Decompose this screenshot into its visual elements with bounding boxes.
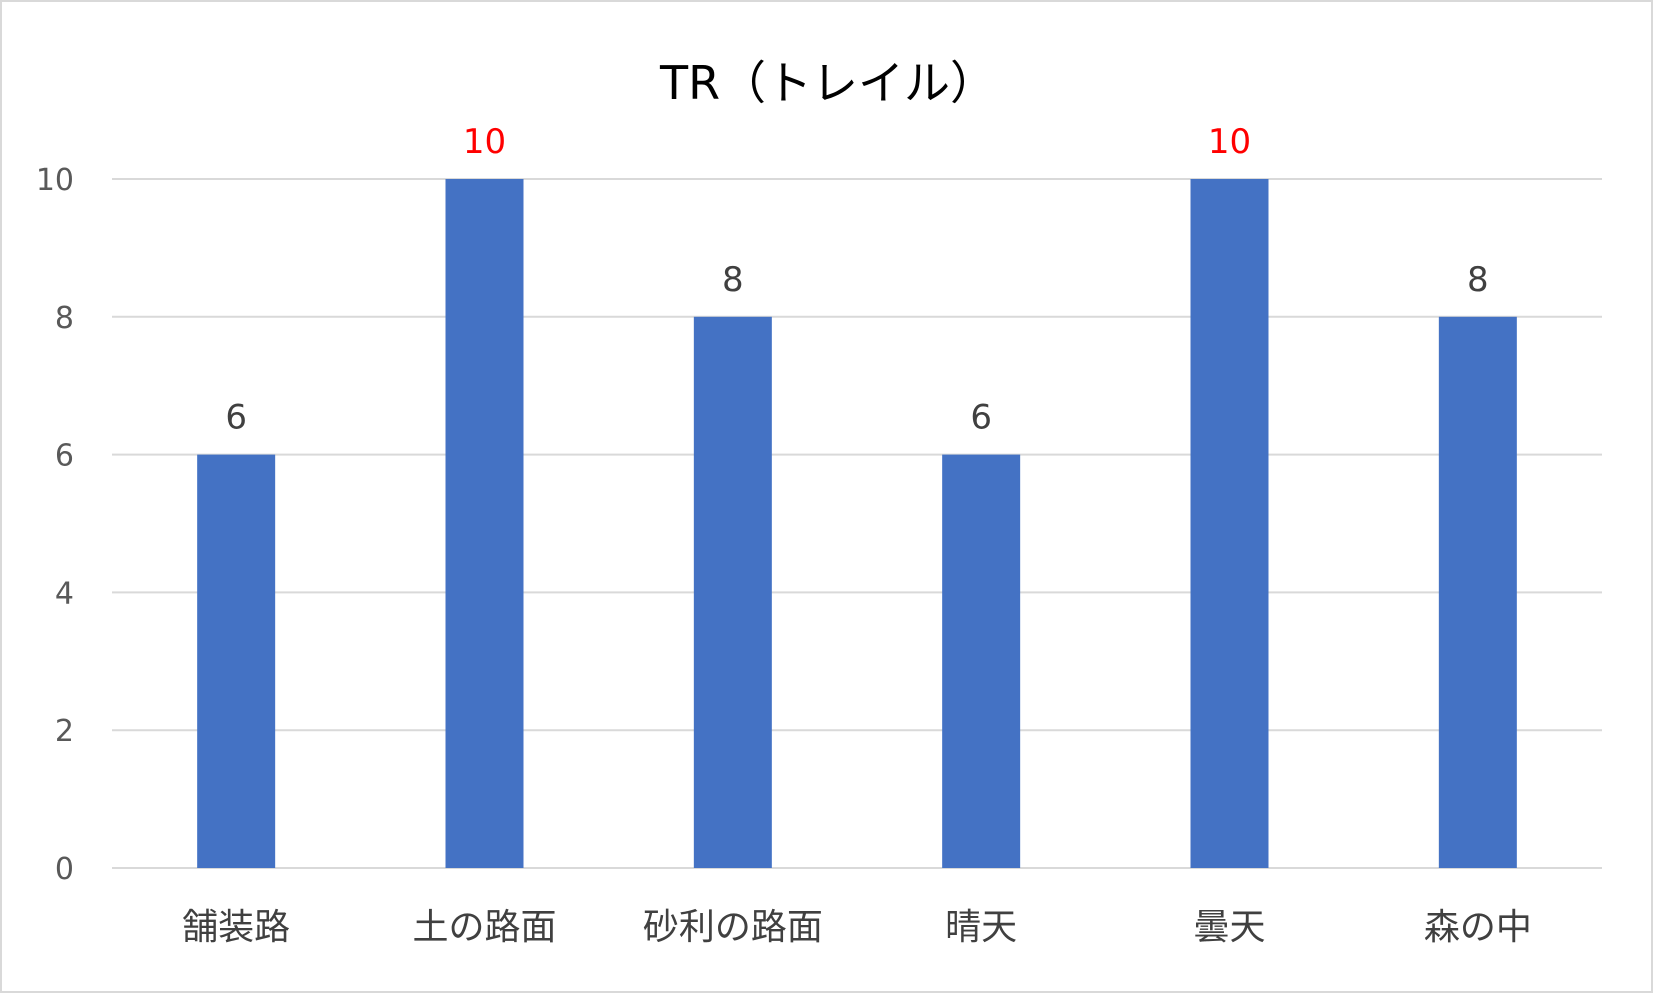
data-label: 8	[722, 260, 744, 300]
bar	[445, 179, 524, 868]
chart-title: TR（トレイル）	[659, 56, 996, 110]
y-tick-label: 10	[36, 163, 74, 198]
y-tick-label: 6	[55, 439, 74, 474]
data-label: 8	[1467, 260, 1489, 300]
x-category-label: 曇天	[1193, 907, 1265, 948]
y-tick-label: 2	[55, 714, 74, 749]
x-category-label: 晴天	[945, 907, 1017, 948]
bar	[1190, 179, 1269, 868]
data-label: 6	[225, 398, 247, 438]
data-label: 10	[1208, 122, 1251, 162]
x-category-label: 舗装路	[182, 907, 290, 948]
bar	[197, 454, 276, 868]
x-category-label: 森の中	[1424, 907, 1532, 948]
x-category-label: 土の路面	[412, 907, 556, 948]
x-category-label: 砂利の路面	[643, 907, 823, 948]
data-labels: 6 10 8 6 10 8	[225, 122, 1488, 438]
bar	[1438, 316, 1517, 868]
bar	[693, 316, 772, 868]
data-label: 10	[463, 122, 506, 162]
x-axis-categories: 舗装路 土の路面 砂利の路面 晴天 曇天 森の中	[182, 907, 1532, 948]
y-tick-label: 0	[55, 852, 74, 887]
data-label: 6	[970, 398, 992, 438]
y-tick-label: 8	[55, 301, 74, 336]
y-tick-label: 4	[55, 576, 74, 611]
gridlines	[112, 178, 1602, 869]
y-axis-ticks: 0 2 4 6 8 10	[36, 163, 74, 887]
bar	[942, 454, 1021, 868]
bars	[197, 179, 1517, 868]
